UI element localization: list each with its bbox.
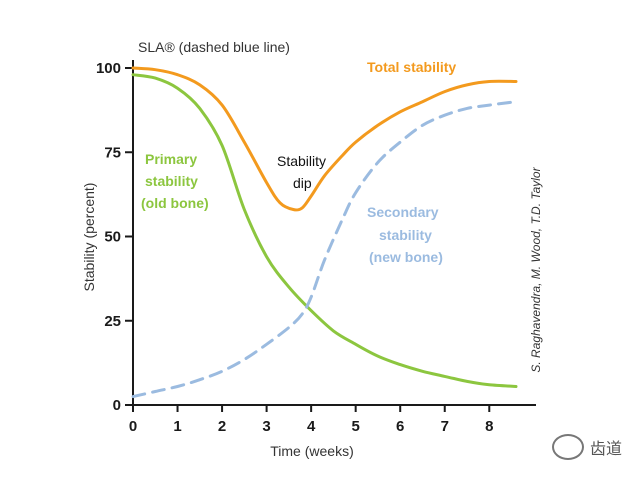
total-stability-line xyxy=(131,66,518,212)
x-tick-label: 1 xyxy=(173,418,181,435)
x-tick-label: 5 xyxy=(352,418,360,435)
axes xyxy=(125,60,536,412)
x-tick-label: 4 xyxy=(307,418,316,435)
chat-bubble-icon xyxy=(551,434,584,460)
x-tick-label: 2 xyxy=(218,418,226,435)
x-tick-label: 6 xyxy=(396,418,404,435)
x-axis-title: Time (weeks) xyxy=(270,443,354,459)
secondary-stability-dashed-line xyxy=(131,100,518,399)
y-tick-label: 0 xyxy=(113,397,121,414)
watermark: 齿道 xyxy=(551,434,622,460)
y-tick-label: 75 xyxy=(104,144,121,161)
sla-annotation: SLA® (dashed blue line) xyxy=(138,39,290,55)
y-tick-label: 50 xyxy=(104,229,121,246)
watermark-text: 齿道 xyxy=(589,439,622,458)
x-tick-label: 3 xyxy=(262,418,270,435)
credit-text: S. Raghavendra, M. Wood, T.D. Taylor xyxy=(529,166,543,372)
y-axis-title: Stability (percent) xyxy=(81,183,97,292)
primary-label-1: Primary xyxy=(145,151,197,167)
primary-stability-line xyxy=(131,73,518,388)
primary-label-3: (old bone) xyxy=(141,195,209,211)
x-tick-label: 7 xyxy=(441,418,449,435)
total-stability-label: Total stability xyxy=(367,59,456,75)
series-lines xyxy=(131,66,518,399)
primary-label-2: stability xyxy=(145,173,198,189)
x-tick-label: 0 xyxy=(129,418,137,435)
y-tick-label: 25 xyxy=(104,313,121,330)
y-tick-label: 100 xyxy=(96,60,121,77)
dip-label-2: dip xyxy=(293,175,312,191)
secondary-label-1: Secondary xyxy=(367,204,439,220)
secondary-label-3: (new bone) xyxy=(369,249,443,265)
tick-labels: 0 25 50 75 100 0 1 2 3 4 5 6 7 8 xyxy=(96,60,493,435)
dip-label-1: Stability xyxy=(277,153,326,169)
secondary-label-2: stability xyxy=(379,227,432,243)
x-tick-label: 8 xyxy=(485,418,493,435)
